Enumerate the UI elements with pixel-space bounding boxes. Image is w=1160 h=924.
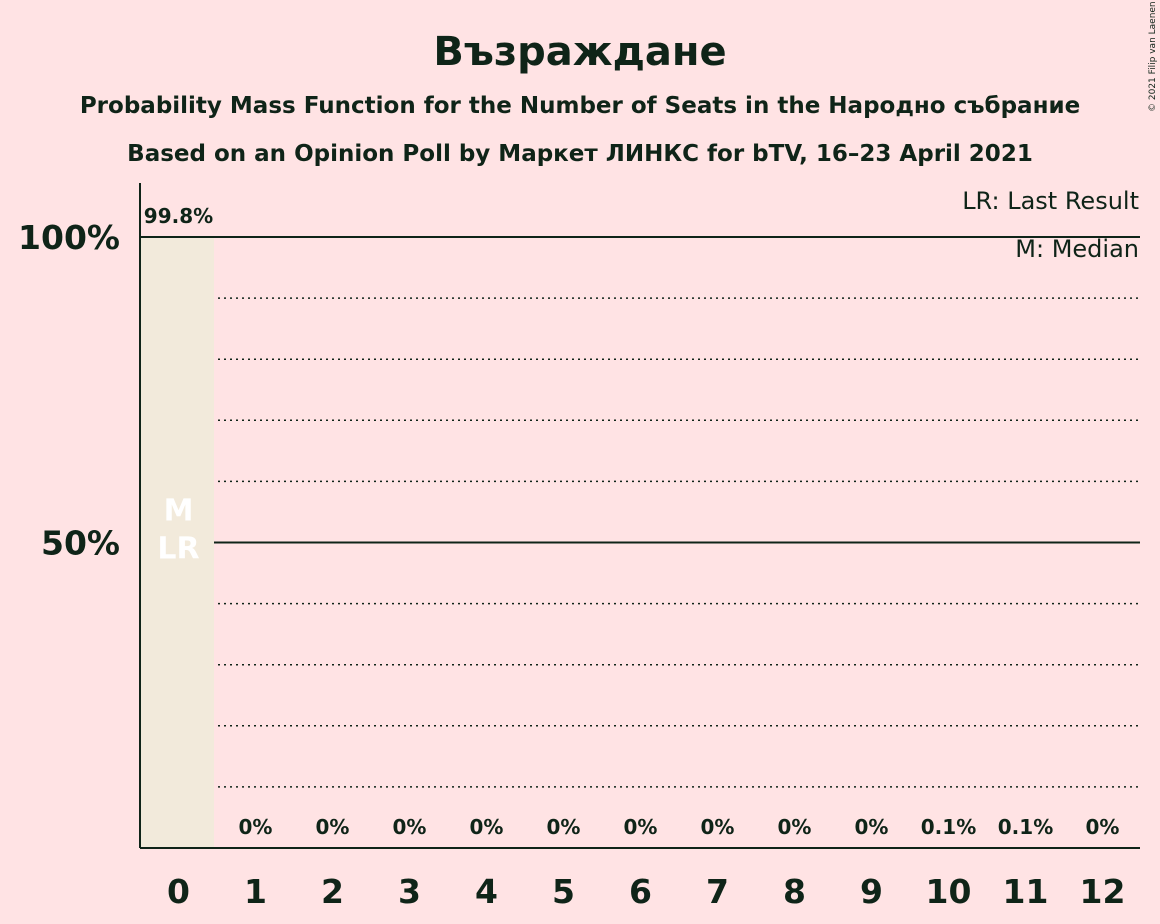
data-label-9: 0% (855, 815, 889, 839)
x-tick-8: 8 (783, 872, 806, 911)
data-label-8: 0% (778, 815, 812, 839)
copyright-note: © 2021 Filip van Laenen (1148, 1, 1158, 112)
grid (140, 236, 1140, 788)
x-tick-4: 4 (475, 872, 498, 911)
data-labels: 99.8% 0% 0% 0% 0% 0% 0% 0% 0% 0% 0.1% 0.1% 0% MLR (144, 204, 1120, 839)
x-tick-11: 11 (1003, 872, 1049, 911)
data-label-6: 0% (624, 815, 658, 839)
bar-0 (141, 238, 214, 848)
legend-last-result: LR: Last Result (962, 187, 1139, 215)
axes (139, 183, 1140, 849)
chart-title: Възраждане (433, 29, 726, 75)
y-tick-50: 50% (41, 524, 120, 563)
bars (141, 238, 214, 848)
data-label-7: 0% (701, 815, 735, 839)
x-tick-3: 3 (398, 872, 421, 911)
x-tick-9: 9 (860, 872, 883, 911)
x-tick-10: 10 (926, 872, 972, 911)
y-tick-100: 100% (18, 218, 120, 257)
y-ticks: 100% 50% (18, 218, 120, 563)
x-tick-5: 5 (552, 872, 575, 911)
data-label-12: 0% (1086, 815, 1120, 839)
data-label-5: 0% (547, 815, 581, 839)
x-tick-12: 12 (1080, 872, 1126, 911)
chart-subtitle-2: Based on an Opinion Poll by Маркет ЛИНКС… (127, 141, 1033, 167)
x-ticks: 0 1 2 3 4 5 6 7 8 9 10 11 12 (167, 872, 1125, 911)
data-label-1: 0% (239, 815, 273, 839)
x-tick-0: 0 (167, 872, 190, 911)
bar-annotation-m: M (164, 494, 194, 529)
data-label-11: 0.1% (998, 815, 1053, 839)
x-tick-1: 1 (244, 872, 267, 911)
legend: LR: Last Result M: Median (962, 187, 1139, 263)
chart-subtitle-1: Probability Mass Function for the Number… (80, 93, 1080, 119)
bar-annotation-lr: LR (157, 532, 199, 567)
data-label-2: 0% (316, 815, 350, 839)
x-tick-7: 7 (706, 872, 729, 911)
data-label-0: 99.8% (144, 204, 213, 228)
x-tick-2: 2 (321, 872, 344, 911)
data-label-3: 0% (393, 815, 427, 839)
data-label-10: 0.1% (921, 815, 976, 839)
data-label-4: 0% (470, 815, 504, 839)
x-tick-6: 6 (629, 872, 652, 911)
legend-median: M: Median (1015, 235, 1139, 263)
